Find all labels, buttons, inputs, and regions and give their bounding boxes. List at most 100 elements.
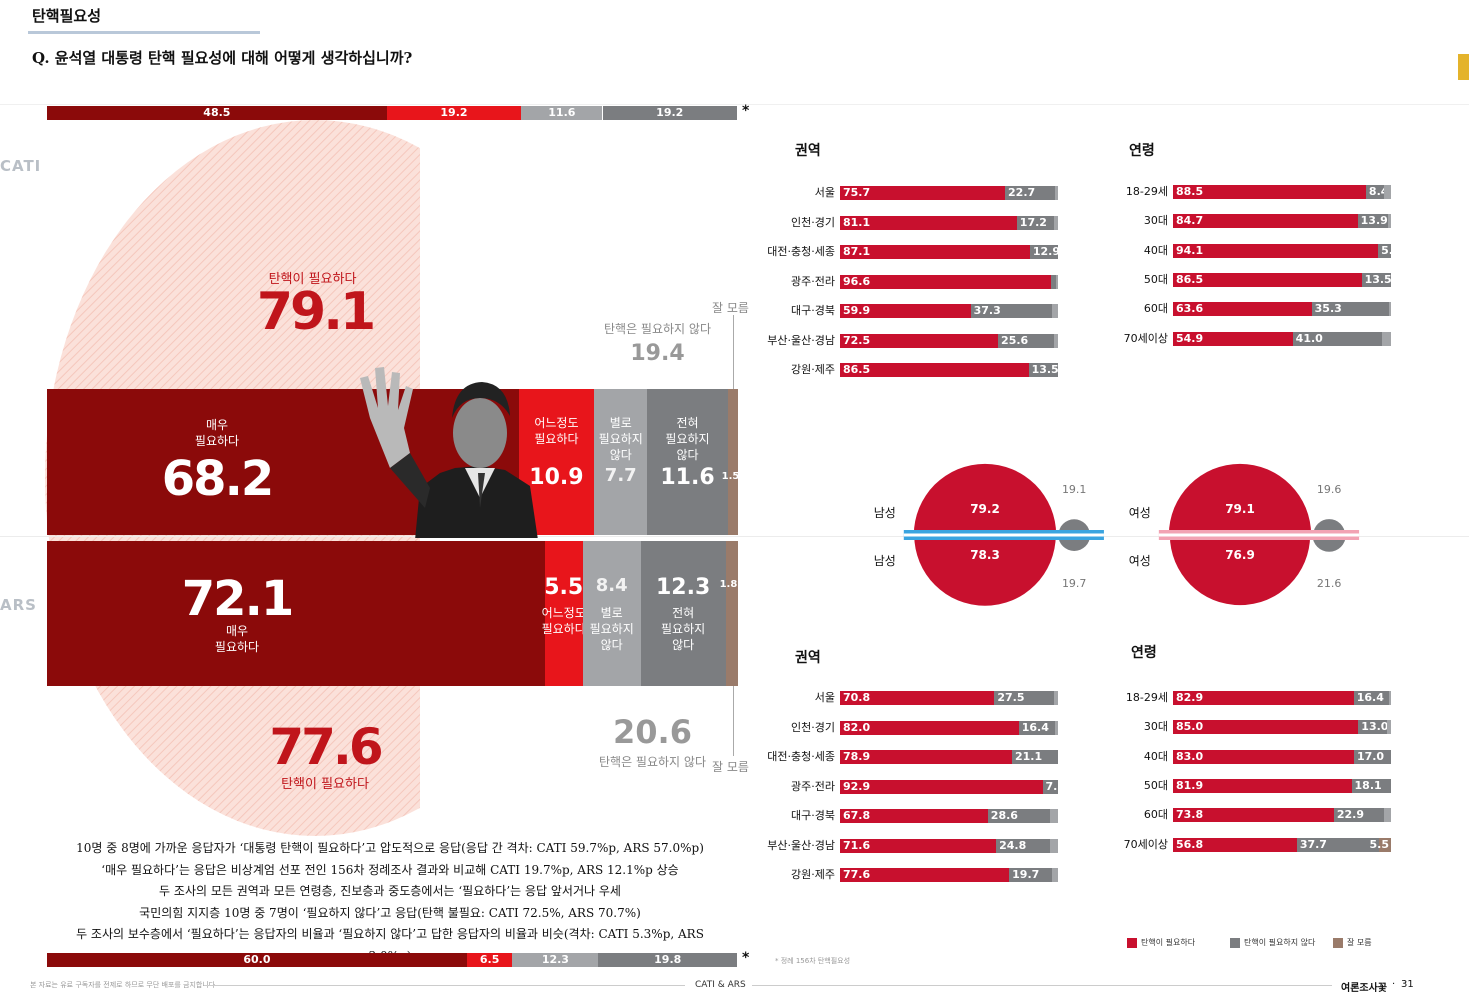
gender-cati-not-value: 19.1 — [1062, 483, 1087, 496]
row-label: 부산·울산·경남 — [767, 838, 835, 852]
header-divider — [0, 104, 1469, 105]
legend-need: 탄핵이 필요하다 — [1127, 937, 1195, 948]
footer-brand: 여론조사꽃 — [1341, 983, 1387, 994]
cati-not-need-label: 탄핵은 필요하지 않다 — [604, 322, 711, 336]
segment-value: 5.5 — [544, 575, 584, 600]
legend-not-need-swatch — [1230, 937, 1240, 948]
survey-divider — [0, 536, 1469, 537]
row-label: 대전·충청·세종 — [767, 750, 835, 763]
segment-value: 12.3 — [655, 575, 711, 600]
gender-cati-need-value: 79.2 — [970, 502, 1000, 516]
previous-survey-marker-cati: * — [742, 103, 750, 119]
row-label: 대구·경북 — [791, 809, 835, 822]
need-segment: 71.6 — [840, 838, 997, 853]
row-bar: 92.97.1 — [840, 779, 1058, 794]
row-bar: 73.8 22.9 — [1173, 808, 1391, 823]
page-number: 31 — [1401, 979, 1414, 990]
ars-need-label: 탄핵이 필요하다 — [281, 777, 369, 792]
legend-not-need-label: 탄핵이 필요하지 않다 — [1244, 938, 1316, 947]
gender-band-line — [1158, 533, 1360, 537]
not-need-segment: 35.3 — [1311, 302, 1389, 317]
segment-value: 1.5 — [721, 471, 740, 482]
prev-bar-segment: 19.8 — [598, 953, 737, 967]
prev-bar-segment: 6.5 — [466, 953, 513, 967]
row-bar: 86.5 13.5 — [840, 363, 1058, 377]
not-need-segment: 7.1 — [1042, 779, 1058, 794]
segment-value: 68.2 — [161, 451, 274, 507]
not-need-segment: 22.9 — [1333, 808, 1384, 823]
main-bar-segment — [544, 541, 583, 686]
gender-ars-not-value: 19.7 — [1062, 577, 1087, 590]
row-label: 서울 — [814, 691, 835, 704]
not-need-segment: 5.9 — [1378, 243, 1391, 258]
segment-value: 8.4 — [595, 575, 628, 596]
gender-cati-need-bubble — [913, 463, 1057, 535]
gender-ars-not-value: 21.6 — [1317, 577, 1342, 590]
gender-band-line — [903, 533, 1104, 537]
legend-not-need: 탄핵이 필요하지 않다 — [1230, 937, 1315, 948]
row-label: 70세이상 — [1123, 837, 1168, 851]
summary-line: 두 조사의 모든 권역과 모든 연령층, 진보층과 중도층에서는 ‘필요하다’는… — [159, 884, 621, 898]
row-label: 강원·제주 — [791, 868, 835, 881]
not-need-segment: 8.4 — [1365, 185, 1385, 199]
need-segment: 83.0 — [1173, 749, 1354, 764]
gender-ars-need-bubble — [1169, 535, 1311, 606]
main-bar-segment — [47, 541, 545, 686]
not-need-segment: 21.1 — [1012, 750, 1058, 764]
gender-label-ars: 남성 — [874, 554, 896, 568]
not-need-segment: 17.0 — [1353, 749, 1391, 764]
row-bar: 59.9 37.3 — [840, 304, 1058, 318]
row-bar: 82.9 16.4 — [1173, 691, 1391, 705]
summary-line: ‘매우 필요하다’는 응답은 비상계엄 선포 전인 156차 정례조사 결과와 … — [101, 862, 679, 877]
row-bar: 75.7 22.7 — [840, 186, 1058, 200]
ars-not-need-label: 탄핵은 필요하지 않다 — [599, 755, 706, 769]
need-segment: 94.1 — [1173, 243, 1379, 258]
row-label: 광주·전라 — [791, 779, 835, 793]
not-need-segment: 27.5 — [994, 691, 1055, 705]
row-bar: 67.8 28.6 — [840, 809, 1058, 823]
cati-region-chart: 서울 75.7 22.7 인천·경기 81.1 17.2 대전·충청·세종 87.1 12.9 광… — [745, 186, 1065, 386]
need-segment: 82.9 — [1173, 691, 1354, 705]
segment-label: 전혀 필요하지 않다 — [665, 416, 710, 462]
not-need-segment: 13.9 — [1357, 214, 1388, 229]
segment-value: 7.7 — [604, 465, 637, 486]
not-need-segment: 16.4 — [1018, 720, 1055, 735]
row-label: 60대 — [1143, 808, 1168, 822]
gender-label-cati: 남성 — [874, 506, 896, 520]
not-need-segment: 22.7 — [1005, 186, 1055, 200]
not-need-segment: 41.0 — [1292, 331, 1383, 346]
row-bar: 77.6 19.7 — [840, 868, 1058, 882]
segment-value: 1.8 — [719, 579, 738, 590]
need-segment: 67.8 — [840, 809, 988, 823]
gender-label-ars: 여성 — [1129, 554, 1151, 568]
row-bar: 88.58.4 — [1173, 185, 1391, 199]
need-segment: 88.5 — [1173, 185, 1366, 199]
ars-region-chart: 서울 70.8 27.5 인천·경기 82.0 16.4 대전·충청·세종 78.9 21.1 광… — [745, 691, 1065, 891]
need-segment: 92.9 — [840, 779, 1043, 794]
main-bar-segment — [594, 389, 648, 535]
row-bar: 81.9 18.1 — [1173, 778, 1391, 793]
not-need-segment: 18.1 — [1351, 778, 1391, 793]
segment-label: 별로 필요하지 않다 — [598, 416, 643, 462]
row-label: 부산·울산·경남 — [767, 333, 835, 347]
not-need-segment: 28.6 — [987, 809, 1051, 823]
row-bar: 63.6 35.3 — [1173, 302, 1391, 317]
prev-bar-segment: 19.2 — [386, 106, 522, 120]
president-photo — [360, 367, 538, 538]
row-bar: 81.1 17.2 — [840, 215, 1058, 230]
need-segment: 63.6 — [1173, 302, 1312, 317]
row-label: 40대 — [1143, 243, 1168, 257]
need-segment: 56.8 — [1173, 837, 1297, 852]
need-segment: 78.9 — [840, 750, 1012, 764]
gender-chart: 79.2 78.3 19.1 19.7 남성 남성 79.1 76.9 19.6 21.6 여성 여성 — [860, 450, 1380, 625]
section-title: 탄핵필요성 — [32, 7, 102, 25]
segment-label: 별로 필요하지 않다 — [589, 606, 634, 652]
cati-not-need-total: 19.4 — [630, 341, 685, 366]
row-bar: 84.7 13.9 — [1173, 214, 1391, 229]
not-need-segment: 17.2 — [1016, 215, 1055, 230]
need-segment: 86.5 — [840, 363, 1029, 377]
segment-label: 전혀 필요하지 않다 — [661, 606, 706, 652]
row-bar: 86.5 13.5 — [1173, 272, 1391, 287]
row-label: 18-29세 — [1125, 185, 1168, 198]
